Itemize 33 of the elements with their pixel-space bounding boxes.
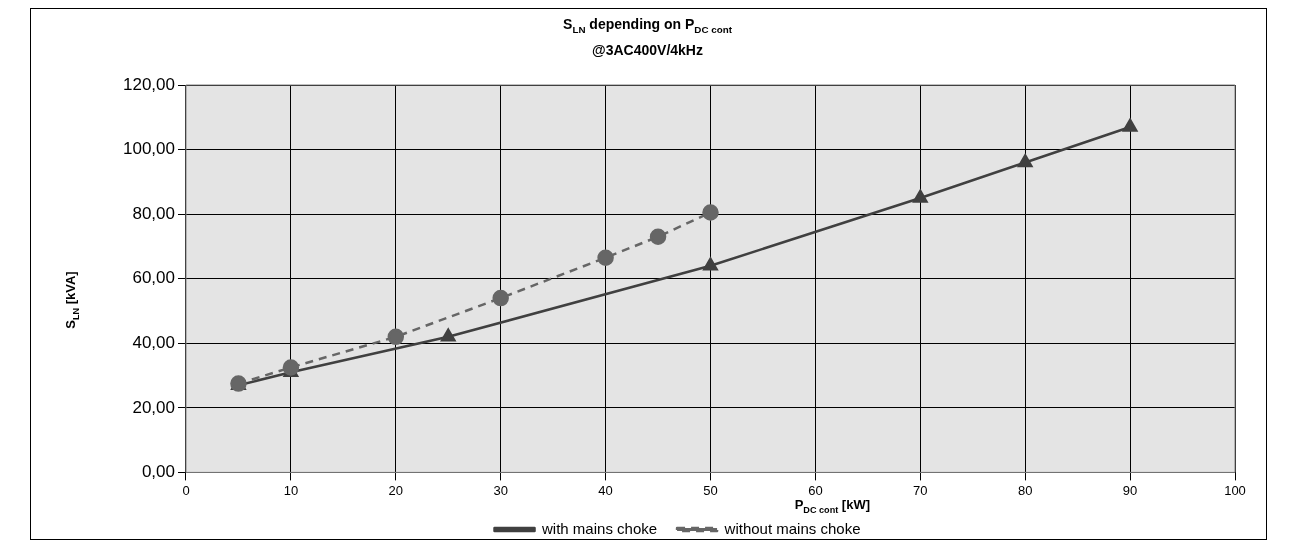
chart-title: S$_{LN}$ depending on P$_{DC cont}$ [562,15,733,37]
x-tick-label: 60 [808,482,823,498]
point [912,189,928,203]
y-tick-label: 20,00 [132,397,175,417]
x-axis-title: P$_{DC cont}$ [kW] [793,497,870,515]
x-tick-label: 20 [388,482,404,498]
x-tick-label: 0 [182,482,190,498]
legend-label: without mains choke [723,519,861,537]
x-tick-label: 80 [1017,482,1033,498]
x-tick-label: 100 [1224,482,1246,498]
legend-label: with mains choke [541,519,658,537]
x-tick-label: 40 [598,482,613,498]
point [1017,154,1033,168]
y-tick-label: 80,00 [132,203,175,223]
point [387,328,405,346]
y-tick-label: 120,00 [123,74,175,94]
point [649,228,667,245]
y-tick-label: 100,00 [123,139,175,159]
x-tick-label: 70 [913,482,928,498]
x-tick-label: 50 [703,482,718,498]
point [597,249,614,266]
x-tick-label: 10 [283,482,299,498]
point [492,289,509,307]
y-tick-label: 40,00 [132,332,175,352]
point [702,204,719,221]
point [1122,118,1138,132]
x-tick-label: 90 [1122,482,1138,498]
y-tick-label: 0,00 [141,462,175,482]
y-tick-label: 60,00 [132,268,175,288]
point [440,328,456,342]
point [703,257,718,271]
chart-subtitle: @3AC400V/4kHz [591,40,704,60]
x-tick-label: 30 [493,482,508,498]
